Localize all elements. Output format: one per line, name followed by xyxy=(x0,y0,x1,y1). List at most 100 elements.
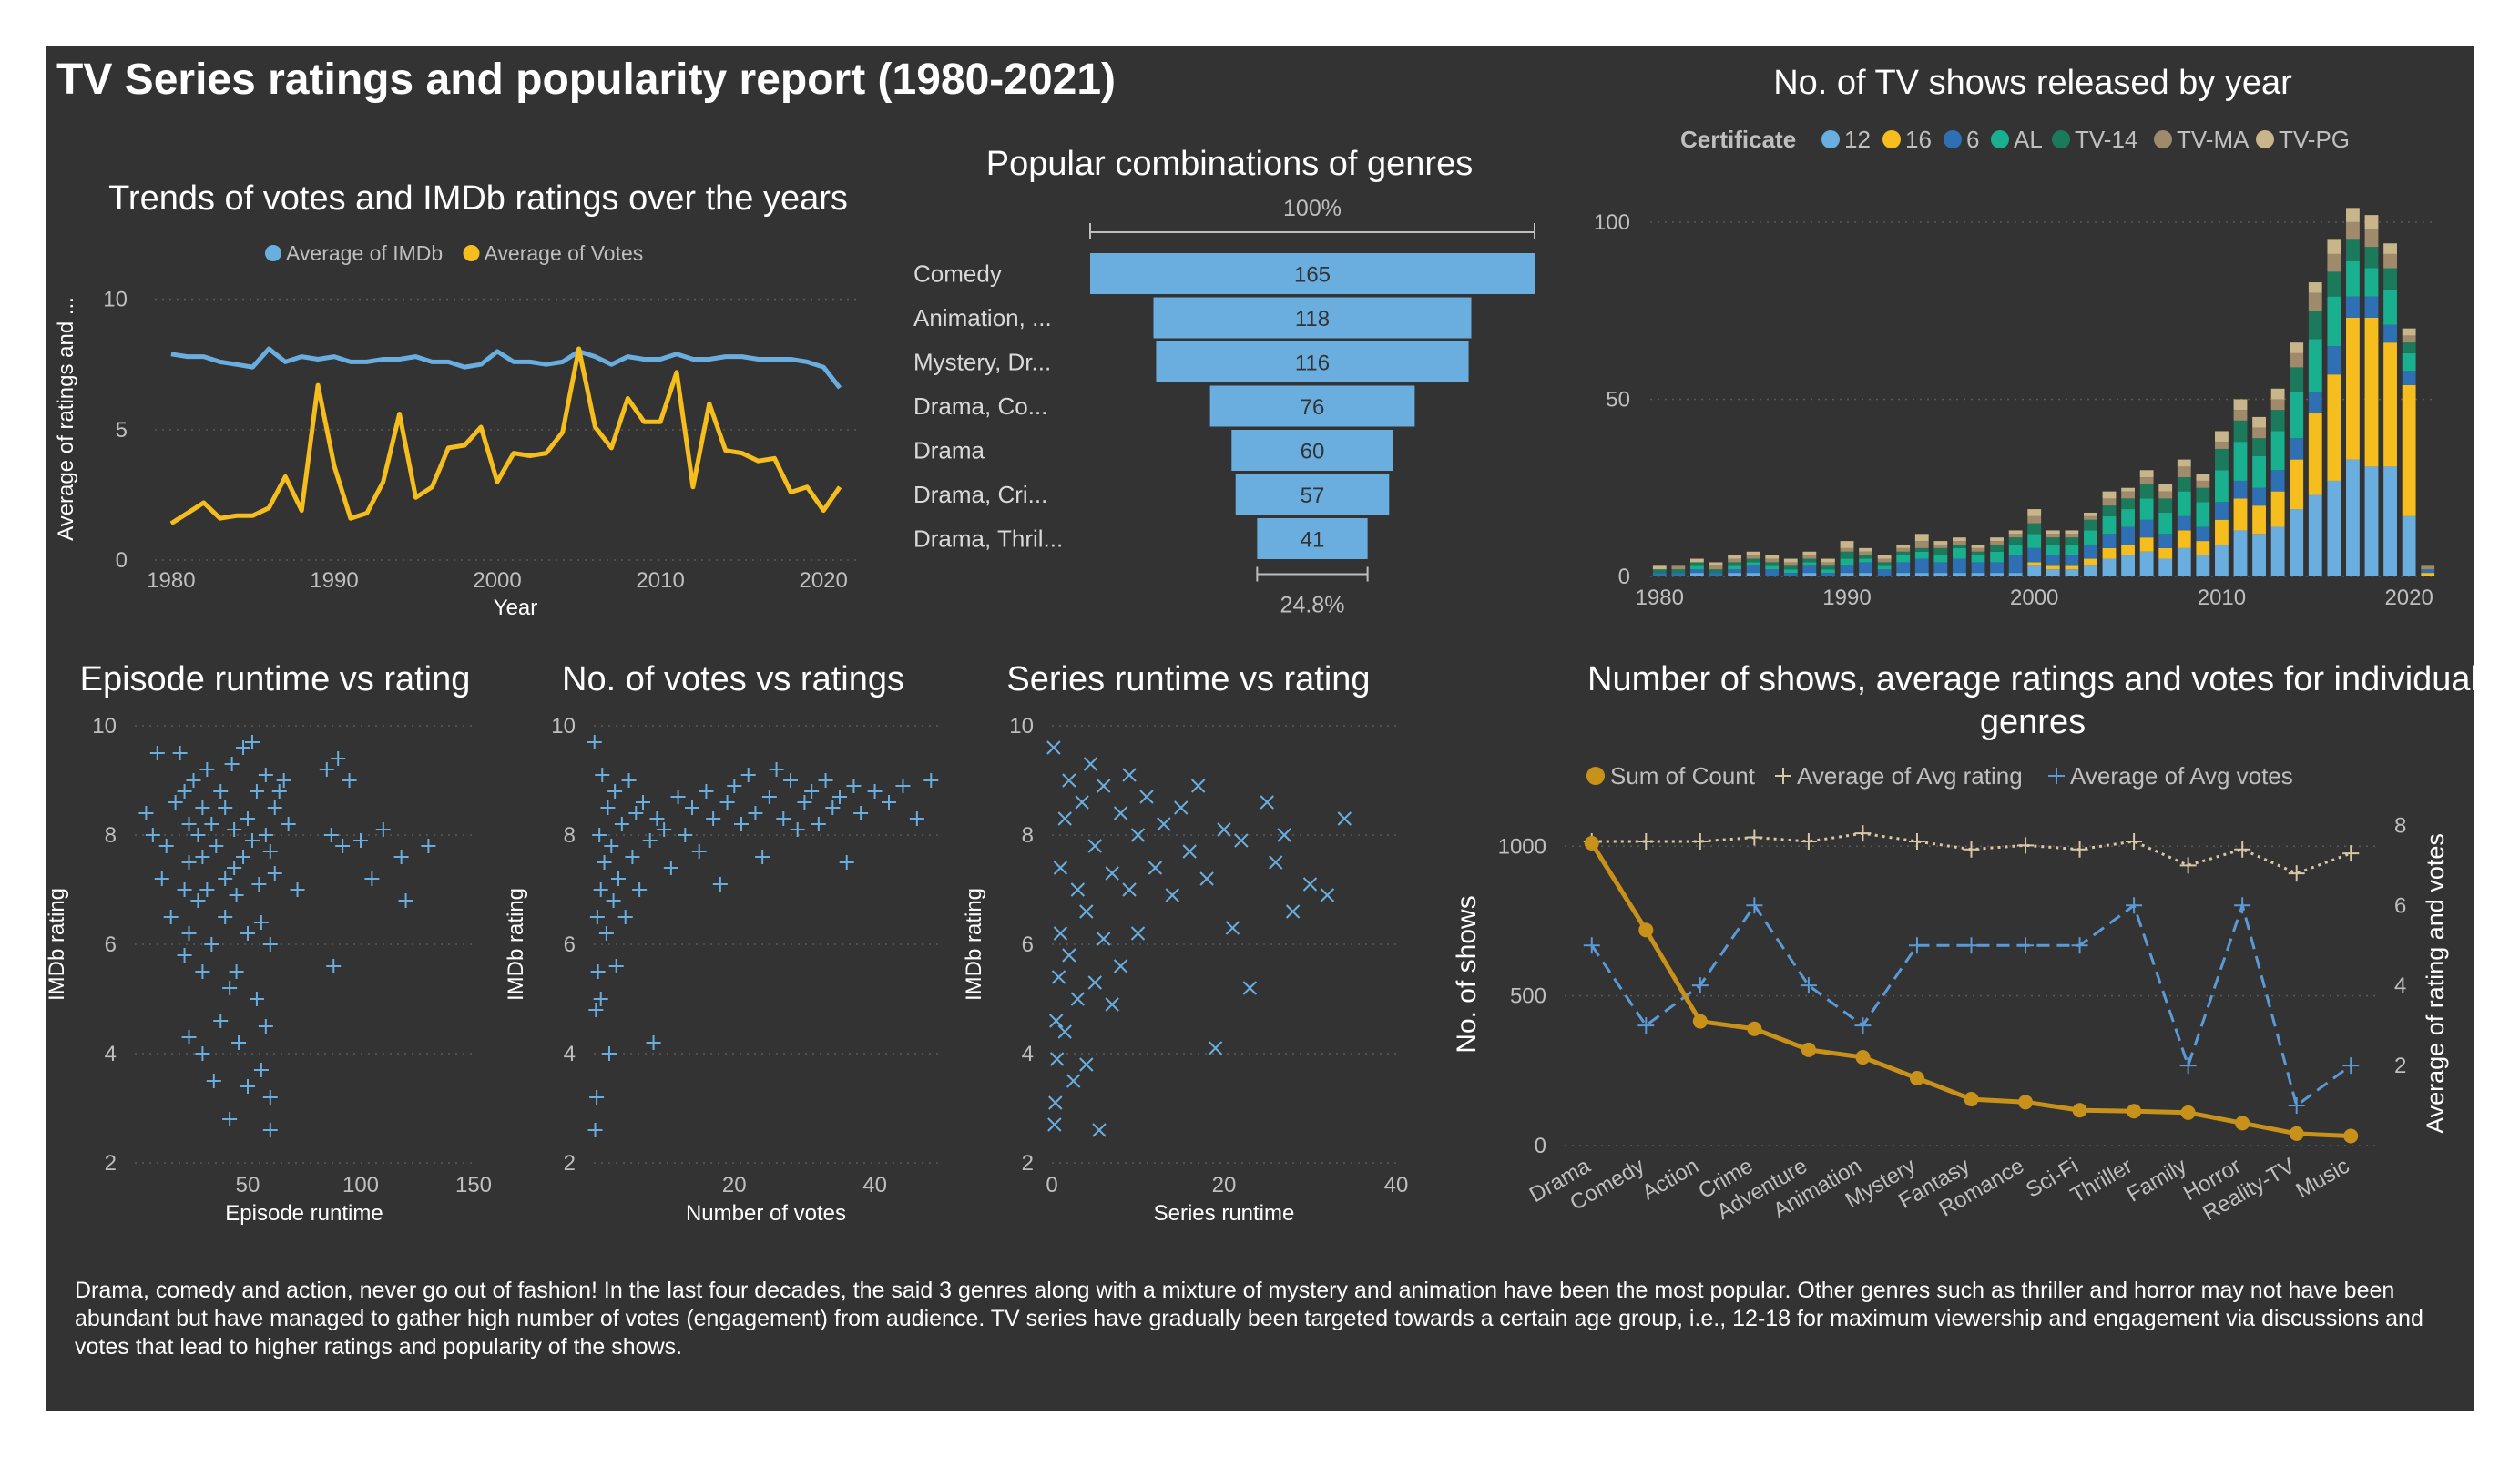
series-runtime-y-label: IMDb rating xyxy=(962,888,986,1001)
episode-runtime-point xyxy=(224,757,240,771)
votes-vs-ratings-point xyxy=(909,811,924,826)
shows-by-year-bar-segment xyxy=(1671,573,1686,576)
shows-by-year-bar-segment xyxy=(2196,555,2210,576)
shows-by-year-bar-segment xyxy=(1859,562,1872,574)
episode-runtime-point xyxy=(204,937,219,952)
shows-by-year-bar-segment xyxy=(2290,509,2304,576)
votes-vs-ratings-point xyxy=(748,806,763,820)
funnel-category-label: Drama, Co... xyxy=(913,392,1047,420)
episode-runtime-title: Episode runtime vs rating xyxy=(80,660,471,698)
shows-by-year-bar-segment xyxy=(1802,551,1817,555)
votes-vs-ratings-point xyxy=(589,910,605,924)
genre-combo-x-tick: Action xyxy=(1638,1154,1703,1206)
shows-by-year-bar-segment xyxy=(2308,282,2322,293)
shows-by-year-bar-segment xyxy=(2346,208,2360,222)
episode-runtime-point xyxy=(231,1035,247,1050)
episode-runtime-y-tick: 2 xyxy=(105,1151,117,1176)
episode-runtime-point xyxy=(227,822,242,837)
shows-by-year-bar-segment xyxy=(1709,565,1723,570)
trends-x-label: Year xyxy=(494,596,538,620)
shows-by-year-bar-segment xyxy=(2383,324,2397,343)
shows-by-year-bar-segment xyxy=(1953,544,1966,548)
shows-by-year-bar-segment xyxy=(2177,547,2191,576)
funnel-top-label: 100% xyxy=(1283,196,1342,221)
episode-runtime-point xyxy=(206,1074,221,1088)
shows-by-year-bar-segment xyxy=(2215,519,2229,545)
genre-combo-y-label: No. of shows xyxy=(1452,895,1482,1053)
series-runtime-point xyxy=(1165,888,1180,902)
shows-by-year-bar-segment xyxy=(1896,573,1911,576)
shows-by-year-bar-segment xyxy=(1990,562,2004,574)
trends-chart: Trends of votes and IMDb ratings over th… xyxy=(54,179,856,620)
shows-by-year-bar-segment xyxy=(2346,260,2360,297)
shows-by-year-bar-segment xyxy=(2084,530,2097,545)
shows-by-year-bar-segment xyxy=(2327,374,2341,481)
votes-vs-ratings-point xyxy=(595,768,610,782)
episode-runtime-point xyxy=(218,800,233,815)
votes-vs-ratings-point xyxy=(895,779,911,793)
genre-combo-legend-label: Average of Avg votes xyxy=(2070,762,2293,790)
shows-by-year-bar-segment xyxy=(1746,573,1760,576)
shows-by-year-bar-segment xyxy=(2196,487,2210,503)
votes-vs-ratings-chart: No. of votes vs ratings 2 4 6 8 10 20 40 Number … xyxy=(504,660,939,1226)
episode-runtime-point xyxy=(181,855,197,870)
shows-by-year-bar-segment xyxy=(1953,541,1966,545)
shows-by-year-bar-segment xyxy=(1896,562,1911,574)
shows-by-year-bar-segment xyxy=(1859,555,1872,559)
votes-vs-ratings-point xyxy=(604,839,619,853)
episode-runtime-point xyxy=(267,800,282,815)
series-runtime-x-label: Series runtime xyxy=(1154,1201,1295,1226)
genre-combo-y-tick: 500 xyxy=(1510,984,1546,1009)
shows-by-year-bar-segment xyxy=(2139,519,2154,538)
votes-vs-ratings-point xyxy=(663,861,678,875)
genre-funnel-chart: Popular combinations of genres 100% 165 Com… xyxy=(913,145,1535,618)
episode-runtime-point xyxy=(236,740,251,755)
episode-runtime-y-tick: 6 xyxy=(105,932,117,957)
votes-vs-ratings-point xyxy=(706,811,721,826)
shows-by-year-bar-segment xyxy=(1971,573,1985,576)
episode-runtime-x-tick: 100 xyxy=(342,1173,379,1197)
shows-by-year-bar-segment xyxy=(2233,480,2248,499)
shows-by-year-bar-segment xyxy=(1990,544,2004,552)
funnel-bottom-bracket xyxy=(1256,566,1369,582)
series-runtime-point xyxy=(1277,828,1291,842)
genre-combo-rating-point xyxy=(2017,837,2035,854)
shows-by-year-bar-segment xyxy=(1859,547,1872,552)
shows-by-year-bar-segment xyxy=(2102,498,2117,506)
shows-by-year-bar-segment xyxy=(1802,562,1817,566)
genre-combo-x-tick: Family xyxy=(2123,1154,2191,1207)
genre-combo-legend-marker xyxy=(1775,768,1791,784)
series-runtime-point xyxy=(1047,1117,1062,1132)
shows-by-year-bar-segment xyxy=(2008,534,2023,538)
shows-by-year-bar-segment xyxy=(2364,247,2379,269)
funnel-category-label: Drama, Cri... xyxy=(913,481,1047,508)
funnel-bar xyxy=(1231,430,1393,471)
shows-by-year-legend-label: TV-PG xyxy=(2279,126,2350,153)
series-runtime-point xyxy=(1079,904,1094,919)
shows-by-year-bar-segment xyxy=(1859,558,1872,563)
shows-by-year-bar-segment xyxy=(1914,534,1929,542)
genre-combo-rating-point xyxy=(1691,832,1709,850)
shows-by-year-bar-segment xyxy=(1802,565,1817,574)
genre-combo-votes-point xyxy=(1746,897,1763,914)
series-runtime-y-tick: 6 xyxy=(1022,932,1034,957)
shows-by-year-bar-segment xyxy=(2158,534,2173,548)
trends-y-tick: 10 xyxy=(103,288,128,312)
shows-by-year-bar-segment xyxy=(2196,480,2210,488)
shows-by-year-bar-segment xyxy=(1783,558,1798,563)
genre-combo-y2-tick: 4 xyxy=(2394,973,2406,998)
votes-vs-ratings-point xyxy=(719,795,735,810)
shows-by-year-bar-segment xyxy=(2158,512,2173,535)
shows-by-year-bar-segment xyxy=(2215,442,2229,449)
genre-combo-legend-label: Average of Avg rating xyxy=(1797,762,2023,790)
shows-by-year-bar-segment xyxy=(1990,541,2004,545)
shows-by-year-bar-segment xyxy=(2383,243,2397,254)
series-runtime-point xyxy=(1087,975,1102,990)
shows-by-year-bar-segment xyxy=(2270,388,2285,400)
shows-by-year-bar-segment xyxy=(1690,573,1704,576)
episode-runtime-point xyxy=(218,871,233,886)
funnel-bar-value: 41 xyxy=(1301,528,1325,553)
shows-by-year-bar-segment xyxy=(1896,544,1911,548)
shows-by-year-bar-segment xyxy=(1690,562,1704,566)
shows-by-year-bar-segment xyxy=(1728,555,1741,559)
